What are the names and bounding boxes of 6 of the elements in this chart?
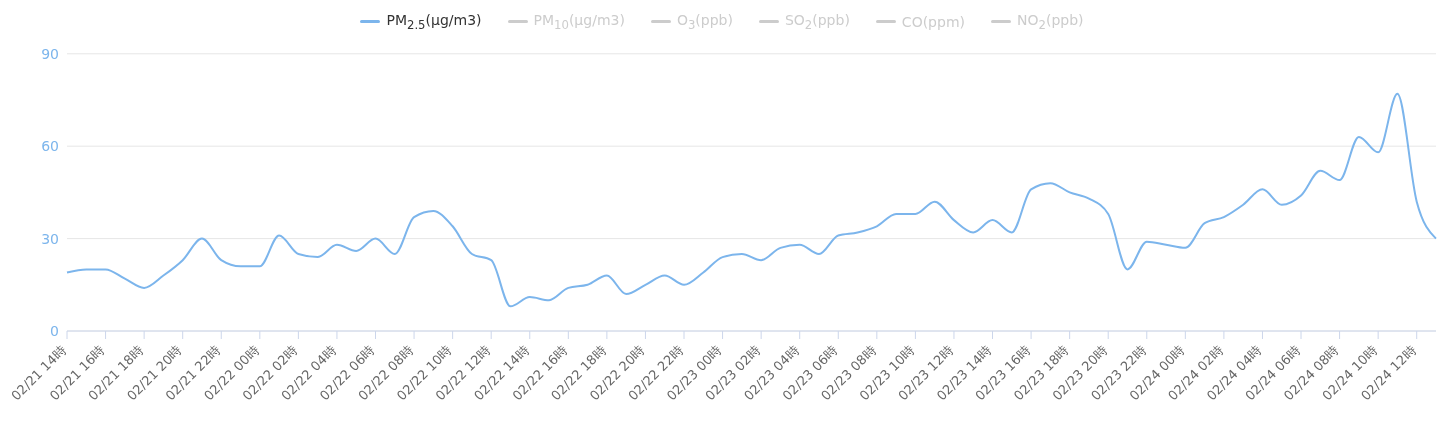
y-tick-label: 30 <box>41 230 59 247</box>
y-tick-label: 60 <box>41 138 59 155</box>
line-series <box>66 92 1437 308</box>
y-tick-label: 90 <box>41 45 59 62</box>
legend-label: PM$_{2.5}$(μg/m3) <box>386 12 482 32</box>
y-tick-label: 0 <box>50 322 59 339</box>
